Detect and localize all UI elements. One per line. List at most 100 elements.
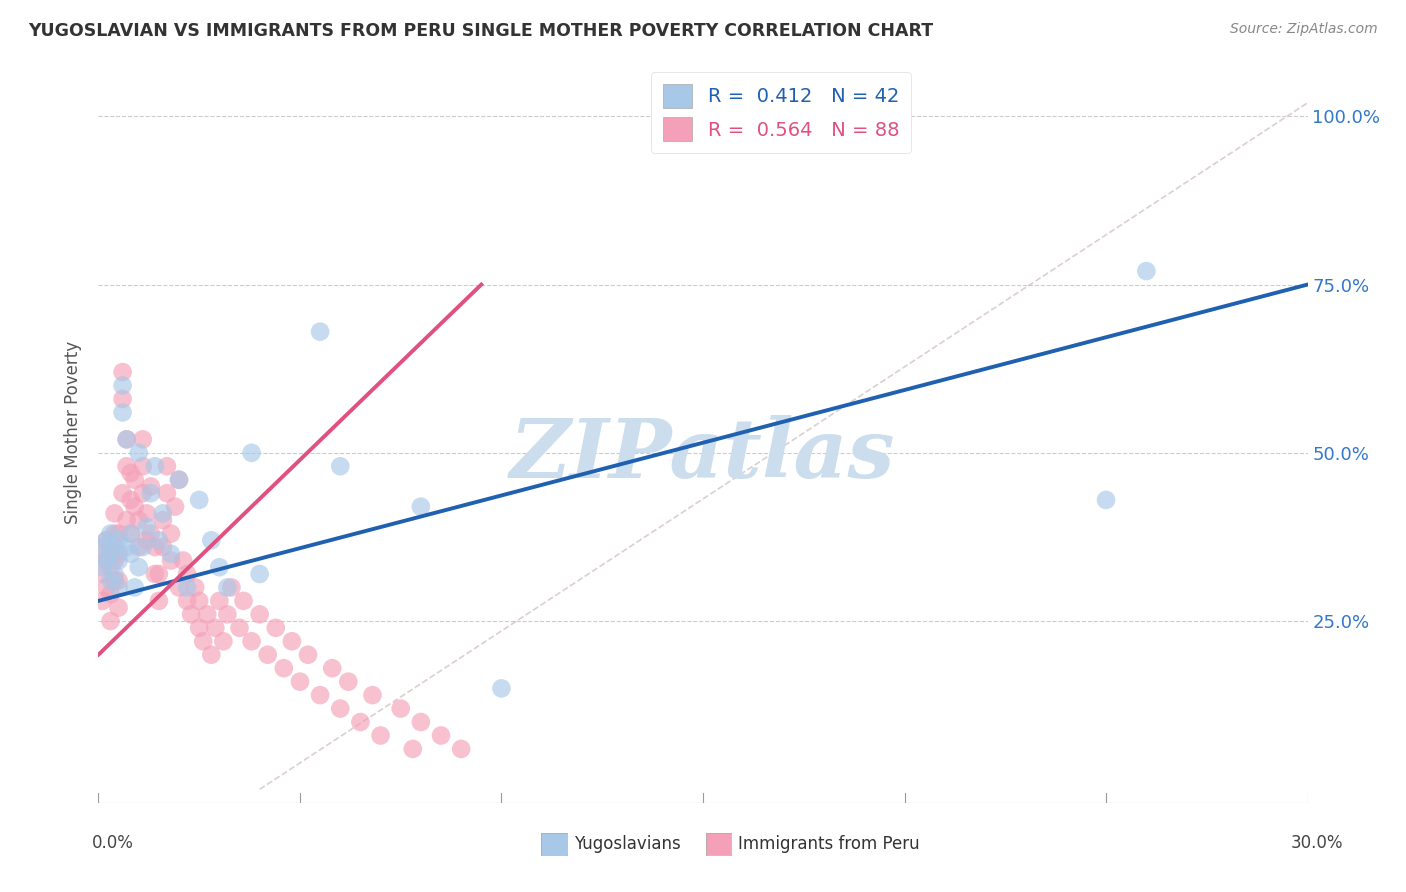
Point	[135, 533, 157, 548]
Point	[96, 553, 118, 567]
Point	[124, 473, 146, 487]
Point	[402, 742, 425, 756]
Point	[100, 574, 122, 588]
Point	[120, 526, 142, 541]
Point	[103, 526, 125, 541]
Point	[111, 405, 134, 419]
Point	[370, 729, 392, 743]
Point	[180, 607, 202, 622]
Point	[228, 621, 250, 635]
Point	[120, 466, 142, 480]
Point	[409, 714, 432, 729]
Point	[139, 479, 162, 493]
Point	[143, 540, 166, 554]
Point	[176, 581, 198, 595]
Text: Immigrants from Peru: Immigrants from Peru	[738, 835, 920, 853]
Point	[132, 486, 155, 500]
Point	[111, 378, 134, 392]
Point	[152, 513, 174, 527]
Point	[152, 540, 174, 554]
Point	[163, 500, 186, 514]
Point	[281, 634, 304, 648]
Point	[96, 533, 118, 548]
Point	[115, 459, 138, 474]
Point	[96, 581, 118, 595]
Point	[100, 540, 122, 554]
Point	[139, 486, 162, 500]
Point	[111, 392, 134, 406]
Point	[450, 742, 472, 756]
Point	[232, 594, 254, 608]
Text: 0.0%: 0.0%	[91, 834, 134, 852]
Point	[148, 594, 170, 608]
Point	[152, 507, 174, 521]
Point	[389, 701, 412, 715]
Point	[264, 621, 287, 635]
Point	[135, 520, 157, 534]
Point	[124, 581, 146, 595]
Point	[128, 446, 150, 460]
Point	[107, 553, 129, 567]
Point	[115, 513, 138, 527]
Point	[120, 547, 142, 561]
Point	[100, 526, 122, 541]
Point	[172, 553, 194, 567]
Point	[208, 594, 231, 608]
Point	[249, 607, 271, 622]
Text: YUGOSLAVIAN VS IMMIGRANTS FROM PERU SINGLE MOTHER POVERTY CORRELATION CHART: YUGOSLAVIAN VS IMMIGRANTS FROM PERU SING…	[28, 22, 934, 40]
Point	[111, 365, 134, 379]
Point	[288, 674, 311, 689]
Point	[156, 459, 179, 474]
Point	[120, 492, 142, 507]
Point	[188, 594, 211, 608]
Point	[128, 540, 150, 554]
Point	[1095, 492, 1118, 507]
Point	[176, 566, 198, 581]
Point	[128, 560, 150, 574]
Point	[221, 581, 243, 595]
Point	[124, 500, 146, 514]
Point	[361, 688, 384, 702]
Point	[200, 533, 222, 548]
Text: ZIPatlas: ZIPatlas	[510, 415, 896, 495]
Point	[91, 547, 114, 561]
Point	[256, 648, 278, 662]
Point	[115, 433, 138, 447]
Point	[128, 513, 150, 527]
Point	[107, 600, 129, 615]
Point	[200, 648, 222, 662]
Point	[217, 607, 239, 622]
Point	[349, 714, 371, 729]
Point	[430, 729, 453, 743]
Point	[321, 661, 343, 675]
Point	[100, 547, 122, 561]
Point	[160, 547, 183, 561]
Point	[120, 526, 142, 541]
Point	[309, 688, 332, 702]
Text: Source: ZipAtlas.com: Source: ZipAtlas.com	[1230, 22, 1378, 37]
Point	[100, 614, 122, 628]
Point	[148, 533, 170, 548]
Point	[91, 540, 114, 554]
Point	[273, 661, 295, 675]
Point	[249, 566, 271, 581]
Point	[103, 553, 125, 567]
Point	[212, 634, 235, 648]
Point	[156, 486, 179, 500]
Y-axis label: Single Mother Poverty: Single Mother Poverty	[65, 341, 83, 524]
Point	[204, 621, 226, 635]
Point	[103, 507, 125, 521]
Point	[491, 681, 513, 696]
Point	[107, 574, 129, 588]
Point	[195, 607, 218, 622]
Point	[96, 533, 118, 548]
Point	[143, 566, 166, 581]
Point	[115, 540, 138, 554]
Point	[337, 674, 360, 689]
Point	[91, 560, 114, 574]
Legend: R =  0.412   N = 42, R =  0.564   N = 88: R = 0.412 N = 42, R = 0.564 N = 88	[651, 72, 911, 153]
Point	[91, 566, 114, 581]
Point	[188, 621, 211, 635]
Point	[240, 634, 263, 648]
Point	[176, 594, 198, 608]
